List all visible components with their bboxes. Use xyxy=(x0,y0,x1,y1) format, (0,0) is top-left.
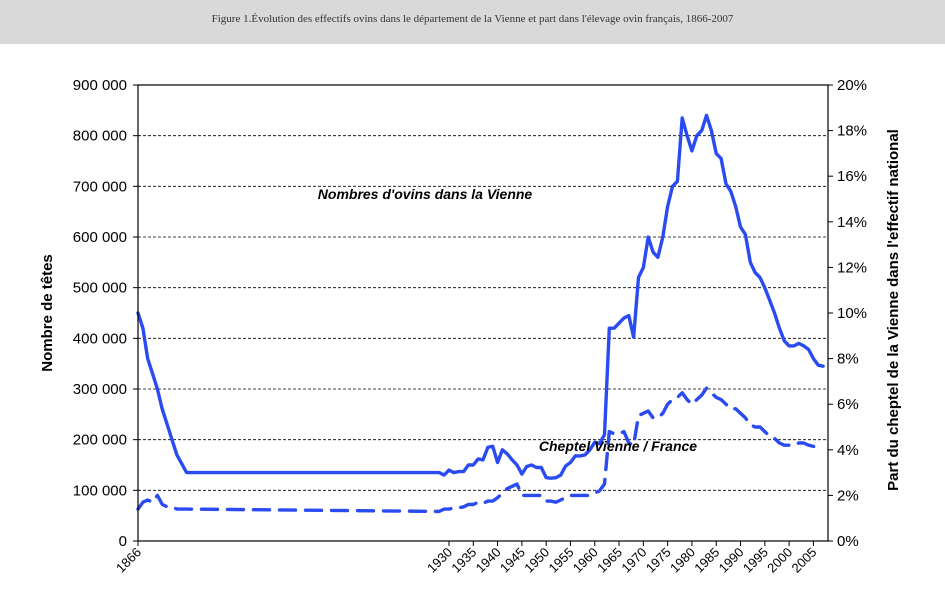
y-tick-label-right: 18% xyxy=(837,123,867,140)
y-tick-label-right: 14% xyxy=(837,214,867,231)
x-tick-label: 1980 xyxy=(667,545,698,576)
y-tick-label-right: 10% xyxy=(837,305,867,322)
y-tick-label-left: 0 xyxy=(119,533,127,550)
y-tick-label-left: 600 000 xyxy=(73,229,127,246)
y-tick-label-left: 900 000 xyxy=(73,77,127,94)
figure-caption: Figure 1.Évolution des effectifs ovins d… xyxy=(211,13,734,25)
series-layer xyxy=(136,113,825,514)
y-tick-label-right: 16% xyxy=(837,168,867,185)
y-tick-label-right: 6% xyxy=(837,396,859,413)
series-line-share xyxy=(136,386,825,514)
y-tick-label-right: 12% xyxy=(837,259,867,276)
x-tick-label: 1945 xyxy=(497,545,528,576)
y-tick-label-left: 400 000 xyxy=(73,330,127,347)
x-tick-label: 1995 xyxy=(740,545,771,576)
series-line-count xyxy=(136,113,825,480)
y-tick-label-right: 0% xyxy=(837,533,859,550)
y-axis-label-left: Nombre de têtes xyxy=(39,254,56,372)
y-tick-label-right: 4% xyxy=(837,442,859,459)
x-tick-label: 1940 xyxy=(473,545,504,576)
y-tick-label-left: 700 000 xyxy=(73,178,127,195)
x-tick-label: 1970 xyxy=(618,545,649,576)
y-tick-label-left: 100 000 xyxy=(73,482,127,499)
y-tick-label-right: 8% xyxy=(837,351,859,368)
x-tick-label: 1975 xyxy=(643,545,674,576)
y-axis-label-right: Part du cheptel de la Vienne dans l'effe… xyxy=(885,129,902,491)
x-tick-label: 1965 xyxy=(594,545,625,576)
x-tick-label: 1985 xyxy=(691,545,722,576)
x-tick-label: 2000 xyxy=(764,545,795,576)
y-tick-label-right: 2% xyxy=(837,487,859,504)
x-tick-label: 1960 xyxy=(570,545,601,576)
annotation-series1: Nombres d'ovins dans la Vienne xyxy=(318,186,533,202)
x-tick-label: 2005 xyxy=(788,545,819,576)
y-tick-label-left: 800 000 xyxy=(73,128,127,145)
y-tick-label-left: 500 000 xyxy=(73,280,127,297)
y-tick-label-left: 200 000 xyxy=(73,432,127,449)
x-tick-label: 1990 xyxy=(716,545,747,576)
axes: 0 100 000 200 000 300 000 400 000 500 000 600 … xyxy=(73,77,867,576)
y-tick-label-right: 20% xyxy=(837,77,867,94)
annotation-series2: Cheptel Vienne / France xyxy=(539,438,697,454)
x-tick-label: 1950 xyxy=(521,545,552,576)
y-tick-label-left: 300 000 xyxy=(73,381,127,398)
x-tick-label: 1935 xyxy=(448,545,479,576)
x-tick-label: 1955 xyxy=(546,545,577,576)
caption-bar: Figure 1.Évolution des effectifs ovins d… xyxy=(0,0,945,44)
x-tick-label: 1930 xyxy=(424,545,455,576)
